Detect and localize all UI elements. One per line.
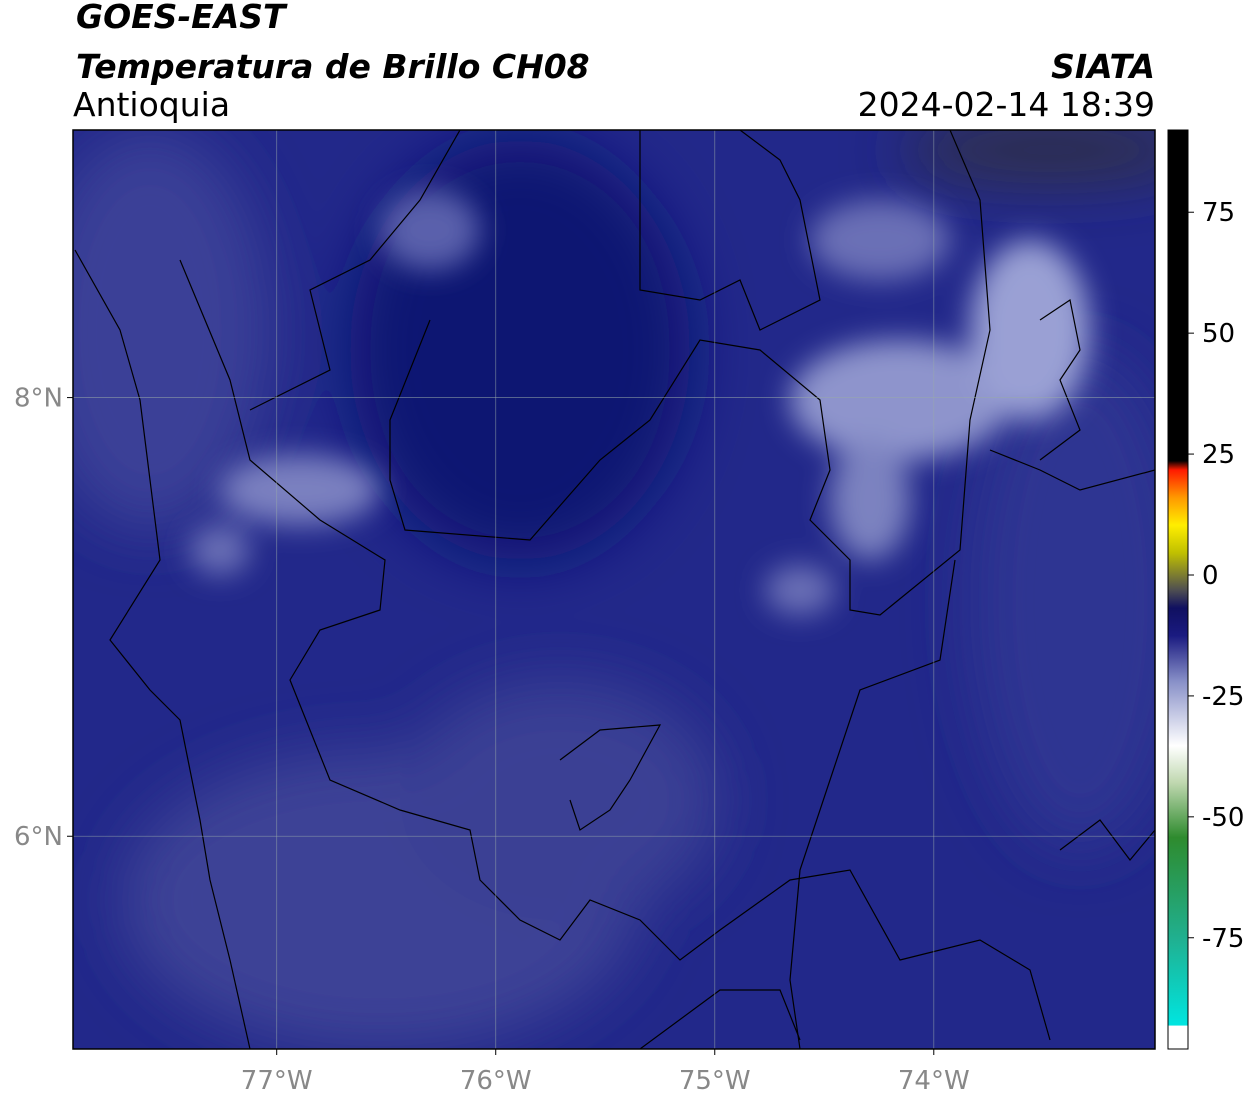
y-tick-label: 8°N — [14, 384, 63, 414]
satellite-image — [73, 130, 1155, 1049]
title: GOES-EAST — [76, 0, 288, 36]
map-frame — [72, 129, 1156, 1050]
borders — [74, 130, 1155, 1049]
source: SIATA — [1051, 47, 1155, 86]
colorbar-tick-label: -25 — [1202, 682, 1244, 712]
colorbar-tick-label: 75 — [1202, 198, 1235, 228]
y-tick-label: 6°N — [14, 822, 63, 852]
colorbar-tick-label: 50 — [1202, 319, 1235, 349]
colorbar-tick-label: 0 — [1202, 561, 1219, 591]
colorbar-tick-label: 25 — [1202, 440, 1235, 470]
colorbar-tick-label: -75 — [1202, 924, 1244, 954]
region: Antioquia — [73, 85, 230, 124]
x-tick-label: 77°W — [241, 1066, 313, 1096]
x-tick-label: 74°W — [898, 1066, 970, 1096]
product: Temperatura de Brillo CH08 — [76, 47, 590, 86]
datetime: 2024-02-14 18:39 — [858, 85, 1155, 124]
x-tick-label: 75°W — [679, 1066, 751, 1096]
colorbar-tick-label: -50 — [1202, 803, 1244, 833]
x-tick-label: 76°W — [460, 1066, 532, 1096]
colorbar — [1167, 129, 1189, 1050]
